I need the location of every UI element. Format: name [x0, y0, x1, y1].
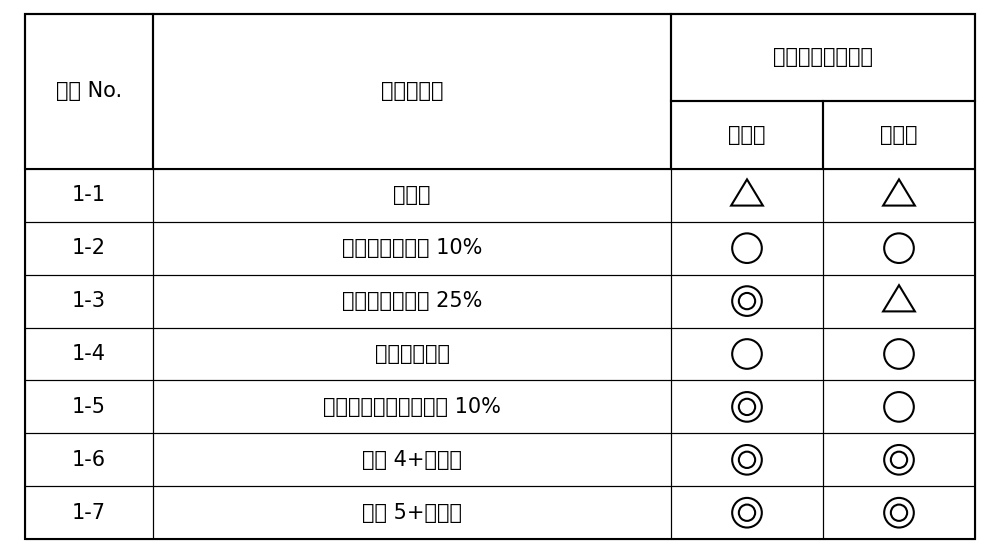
Bar [823, 327, 975, 380]
Bar [671, 434, 823, 486]
Bar [25, 486, 153, 539]
Bar [25, 275, 153, 327]
Text: 试样 No.: 试样 No. [56, 81, 122, 101]
Bar [153, 14, 671, 169]
Bar [823, 380, 975, 434]
Text: 1-7: 1-7 [72, 503, 106, 523]
Bar [25, 169, 153, 222]
Text: 1-3: 1-3 [72, 291, 106, 311]
Bar [671, 14, 975, 101]
Bar [153, 380, 671, 434]
Text: 1-5: 1-5 [72, 397, 106, 417]
Bar [671, 486, 823, 539]
Bar [153, 222, 671, 275]
Bar [823, 434, 975, 486]
Text: 试样 5+聚醚胺: 试样 5+聚醚胺 [362, 503, 462, 523]
Bar [671, 101, 823, 169]
Bar [823, 275, 975, 327]
Bar [671, 169, 823, 222]
Bar [153, 327, 671, 380]
Text: 聚醚胺: 聚醚胺 [393, 185, 431, 205]
Bar [153, 434, 671, 486]
Text: 1-2: 1-2 [72, 238, 106, 258]
Bar [153, 486, 671, 539]
Text: 燃烧室: 燃烧室 [880, 124, 918, 145]
Bar [823, 486, 975, 539]
Bar [153, 169, 671, 222]
Bar [25, 380, 153, 434]
Text: 聚醚胺羧酸盐＋基础油 10%: 聚醚胺羧酸盐＋基础油 10% [323, 397, 501, 417]
Bar [25, 222, 153, 275]
Text: 去除沉积物的状况: 去除沉积物的状况 [773, 47, 873, 67]
Text: 添加剂组成: 添加剂组成 [381, 81, 443, 101]
Bar [25, 327, 153, 380]
Bar [25, 434, 153, 486]
Text: 1-6: 1-6 [72, 450, 106, 470]
Text: 1-4: 1-4 [72, 344, 106, 364]
Text: 聚醚胺＋基础油 25%: 聚醚胺＋基础油 25% [342, 291, 482, 311]
Bar [671, 327, 823, 380]
Bar [153, 275, 671, 327]
Bar [823, 101, 975, 169]
Bar [25, 14, 153, 169]
Bar [671, 275, 823, 327]
Text: 吸气阀: 吸气阀 [728, 124, 766, 145]
Bar [823, 169, 975, 222]
Text: 1-1: 1-1 [72, 185, 106, 205]
Bar [823, 222, 975, 275]
Text: 试样 4+聚醚胺: 试样 4+聚醚胺 [362, 450, 462, 470]
Bar [671, 380, 823, 434]
Bar [671, 222, 823, 275]
Text: 聚醚胺羧酸盐: 聚醚胺羧酸盐 [375, 344, 450, 364]
Text: 聚醚胺＋基础油 10%: 聚醚胺＋基础油 10% [342, 238, 482, 258]
